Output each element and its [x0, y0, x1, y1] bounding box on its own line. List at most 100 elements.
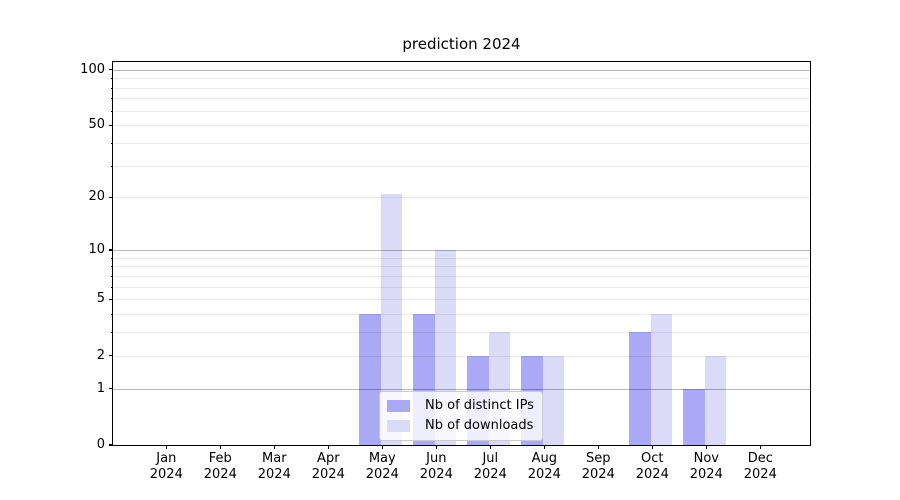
x-tick-mark — [327, 445, 329, 449]
x-tick-year: 2024 — [311, 466, 345, 482]
y-tick-label: 0 — [96, 437, 105, 452]
x-tick-label: Sep 2024 — [563, 451, 633, 482]
y-tick-label: 5 — [96, 291, 105, 307]
bar-aug-downloads — [542, 355, 565, 445]
x-tick-label: Mar 2024 — [239, 451, 309, 482]
y-tick-mark — [108, 298, 113, 300]
x-tick-year: 2024 — [689, 466, 723, 482]
y-tick-mark — [108, 388, 113, 390]
x-tick-year: 2024 — [257, 466, 291, 482]
minor-gridline — [113, 286, 810, 288]
x-tick-label: Oct 2024 — [617, 451, 687, 482]
y-minor-tick-mark — [110, 110, 113, 112]
x-tick-year: 2024 — [473, 466, 507, 482]
minor-gridline — [113, 110, 810, 112]
x-tick-mark — [273, 445, 275, 449]
x-tick-month: Feb — [208, 451, 232, 466]
legend: Nb of distinct IPs Nb of downloads — [379, 391, 543, 441]
y-tick-mark — [108, 69, 113, 71]
minor-gridline — [113, 87, 810, 89]
x-tick-label: Jun 2024 — [401, 451, 471, 482]
x-tick-month: Jul — [482, 451, 499, 466]
minor-gridline — [113, 142, 810, 144]
bar-nov-downloads — [704, 355, 727, 445]
x-tick-month: Apr — [317, 451, 340, 466]
x-tick-mark — [381, 445, 383, 449]
x-tick-year: 2024 — [581, 466, 615, 482]
x-tick-label: Apr 2024 — [293, 451, 363, 482]
y-tick-mark — [108, 355, 113, 357]
minor-gridline — [113, 98, 810, 100]
legend-label-downloads: Nb of downloads — [425, 418, 534, 433]
x-tick-month: Jan — [156, 451, 177, 466]
x-tick-label: Nov 2024 — [671, 451, 741, 482]
x-tick-mark — [489, 445, 491, 449]
x-tick-label: Dec 2024 — [725, 451, 795, 482]
bar-may-ips — [359, 314, 381, 445]
x-tick-month: Mar — [262, 451, 287, 466]
y-minor-tick-mark — [110, 142, 113, 144]
minor-gridline — [113, 355, 810, 357]
x-tick-mark — [759, 445, 761, 449]
y-minor-tick-mark — [110, 314, 113, 316]
x-tick-label: Aug 2024 — [509, 451, 579, 482]
bar-oct-ips — [629, 332, 651, 445]
y-minor-tick-mark — [110, 78, 113, 80]
x-tick-mark — [705, 445, 707, 449]
x-tick-year: 2024 — [203, 466, 237, 482]
x-tick-month: Jun — [426, 451, 447, 466]
y-tick-mark — [108, 444, 113, 446]
y-tick-label: 10 — [88, 241, 105, 257]
y-minor-tick-mark — [110, 266, 113, 268]
chart-title: prediction 2024 — [402, 35, 521, 53]
minor-gridline — [113, 125, 810, 127]
x-tick-mark — [435, 445, 437, 449]
y-tick-label: 100 — [80, 61, 105, 77]
y-tick-label: 20 — [88, 189, 105, 205]
y-minor-tick-mark — [110, 332, 113, 334]
x-tick-year: 2024 — [419, 466, 453, 482]
x-tick-label: Jan 2024 — [131, 451, 201, 482]
x-tick-mark — [219, 445, 221, 449]
minor-gridline — [113, 266, 810, 268]
x-tick-month: Dec — [747, 451, 773, 466]
minor-gridline — [113, 299, 810, 301]
x-tick-month: Sep — [586, 451, 611, 466]
y-minor-tick-mark — [110, 275, 113, 277]
y-tick-label: 1 — [96, 380, 105, 396]
x-tick-year: 2024 — [635, 466, 669, 482]
y-minor-tick-mark — [110, 165, 113, 167]
minor-gridline — [113, 165, 810, 167]
x-tick-month: Oct — [641, 451, 664, 466]
x-tick-mark — [651, 445, 653, 449]
x-tick-month: Nov — [693, 451, 719, 466]
bar-nov-ips — [683, 388, 705, 445]
x-tick-month: May — [368, 451, 396, 466]
x-tick-year: 2024 — [527, 466, 561, 482]
x-tick-year: 2024 — [149, 466, 183, 482]
y-tick-label: 50 — [88, 117, 105, 133]
minor-gridline — [113, 275, 810, 277]
y-tick-mark — [108, 124, 113, 126]
minor-gridline — [113, 197, 810, 199]
x-tick-year: 2024 — [365, 466, 399, 482]
legend-label-distinct-ips: Nb of distinct IPs — [425, 398, 534, 413]
x-tick-label: May 2024 — [347, 451, 417, 482]
x-tick-mark — [597, 445, 599, 449]
x-tick-label: Jul 2024 — [455, 451, 525, 482]
x-tick-label: Feb 2024 — [185, 451, 255, 482]
major-gridline — [113, 249, 810, 251]
y-tick-label: 2 — [96, 347, 105, 363]
minor-gridline — [113, 314, 810, 316]
major-gridline — [113, 69, 810, 71]
legend-swatch-distinct-ips — [387, 400, 410, 412]
y-tick-mark — [108, 196, 113, 198]
bar-oct-downloads — [650, 314, 673, 445]
legend-row-distinct-ips: Nb of distinct IPs — [387, 398, 534, 414]
plot-area — [113, 62, 810, 445]
minor-gridline — [113, 78, 810, 80]
minor-gridline — [113, 332, 810, 334]
bar-may-downloads — [380, 193, 403, 445]
legend-swatch-downloads — [387, 420, 410, 432]
